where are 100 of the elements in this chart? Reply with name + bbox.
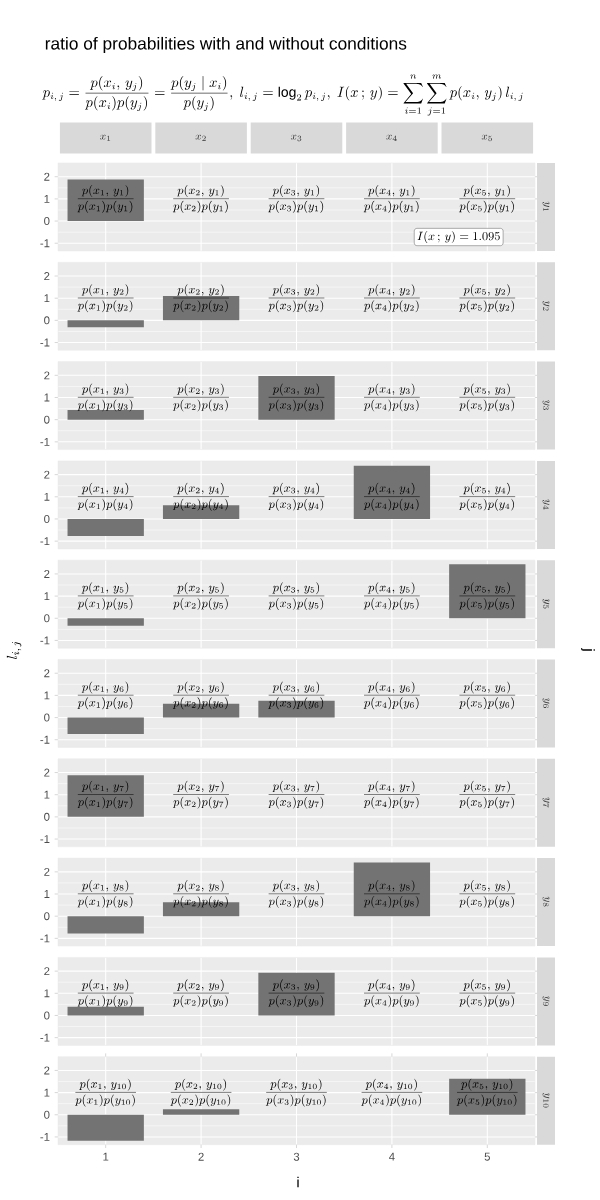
y-tick-label: 1 xyxy=(44,1088,50,1097)
annotation: $\frac{p(x_{3},\, y_{5})}{p(x_{3})p(y_{5})}$ xyxy=(268,582,325,611)
x-tick-label: 1 xyxy=(103,1152,109,1161)
annotation: $\frac{p(x_{2},\, y_{6})}{p(x_{2})p(y_{6})}$ xyxy=(172,681,229,710)
y-tick-label: -1 xyxy=(40,735,50,744)
annotation: $\frac{p(x_{1},\, y_{3})}{p(x_{1})p(y_{3})}$ xyxy=(77,383,134,412)
annotation: $\frac{p(x_{4},\, y_{10})}{p(x_{4})p(y_{10})}$ xyxy=(361,1078,423,1107)
y2-axis-title: $y_{5}$ xyxy=(542,598,550,609)
y-tick-label: -1 xyxy=(40,835,50,843)
y-tick-label: 2 xyxy=(44,470,50,479)
y-tick-label: 0 xyxy=(44,912,50,921)
y-tick-label: 2 xyxy=(44,1066,50,1075)
y-tick-label: 2 xyxy=(44,669,50,678)
y-tick-label: 1 xyxy=(44,691,50,700)
y-tick-label: 0 xyxy=(44,316,50,325)
annotation: $\frac{p(x_{1},\, y_{5})}{p(x_{1})p(y_{5})}$ xyxy=(77,582,134,611)
y-tick-label: 0 xyxy=(44,1110,50,1119)
y-tick-label: 2 xyxy=(44,867,50,876)
annotation: $\frac{p(x_{1},\, y_{8})}{p(x_{1})p(y_{8})}$ xyxy=(77,880,134,908)
y-tick-label: -1 xyxy=(40,537,50,546)
annotation: $\frac{p(x_{5},\, y_{3})}{p(x_{5})p(y_{3})}$ xyxy=(459,383,516,412)
annotation: $\frac{p(x_{1},\, y_{10})}{p(x_{1})p(y_{10})}$ xyxy=(75,1078,137,1107)
y-tick-label: 1 xyxy=(44,195,50,203)
annotation: $\frac{p(x_{5},\, y_{10})}{p(x_{5})p(y_{10})}$ xyxy=(456,1078,518,1107)
text: $x_{4}$ xyxy=(386,134,397,141)
y-tick-label: -1 xyxy=(40,636,50,645)
y-tick-label: 2 xyxy=(44,371,50,380)
y2-axis-title: $y_{6}$ xyxy=(542,698,550,708)
annotation: $\frac{p(x_{4},\, y_{8})}{p(x_{4})p(y_{8})}$ xyxy=(363,880,420,908)
y-tick-label: 2 xyxy=(44,172,50,181)
annotation: $\frac{p(x_{1},\, y_{2})}{p(x_{1})p(y_{2})}$ xyxy=(77,284,134,313)
y-tick-label: 2 xyxy=(44,272,50,280)
annotation: $\frac{p(x_{1},\, y_{9})}{p(x_{1})p(y_{9})}$ xyxy=(77,979,134,1008)
y2-axis-title: $y_{4}$ xyxy=(542,499,550,510)
text: $x_{5}$ xyxy=(481,134,493,142)
y-tick-label: 2 xyxy=(44,768,50,777)
y-tick-label: 0 xyxy=(44,713,50,722)
y-tick-label: 1 xyxy=(44,492,50,501)
annotation: $\frac{p(x_{5},\, y_{8})}{p(x_{5})p(y_{8})}$ xyxy=(459,880,516,908)
annotation: $\frac{p(x_{4},\, y_{9})}{p(x_{4})p(y_{9})}$ xyxy=(363,979,420,1008)
annotation: $\frac{p(x_{1},\, y_{4})}{p(x_{1})p(y_{4})}$ xyxy=(77,482,134,511)
annotation: $\frac{p(x_{3},\, y_{1})}{p(x_{3})p(y_{1})}$ xyxy=(268,184,325,213)
y-tick-label: -1 xyxy=(40,934,50,943)
bar xyxy=(162,1109,240,1115)
annotation: $\frac{p(x_{5},\, y_{4})}{p(x_{5})p(y_{4})}$ xyxy=(459,482,516,511)
x-tick-label: 4 xyxy=(389,1152,395,1161)
y-tick-label: -1 xyxy=(40,239,50,248)
text: $x_{3}$ xyxy=(290,134,302,142)
y-tick-label: 0 xyxy=(44,217,50,226)
annotation: $\frac{p(x_{5},\, y_{1})}{p(x_{5})p(y_{1})}$ xyxy=(459,184,516,213)
text: j xyxy=(581,648,595,651)
annotation: $\frac{p(x_{4},\, y_{3})}{p(x_{4})p(y_{3})}$ xyxy=(363,383,420,412)
annotation: $\frac{p(x_{2},\, y_{7})}{p(x_{2})p(y_{7})}$ xyxy=(172,780,229,809)
bar xyxy=(353,862,431,917)
bar xyxy=(67,916,144,934)
annotation: $\frac{p(x_{3},\, y_{9})}{p(x_{3})p(y_{9})}$ xyxy=(268,979,325,1008)
x-tick-label: 2 xyxy=(198,1152,204,1161)
annotation: $\frac{p(x_{5},\, y_{6})}{p(x_{5})p(y_{6})}$ xyxy=(459,681,516,710)
annotation: $\frac{p(x_{3},\, y_{7})}{p(x_{3})p(y_{7})}$ xyxy=(268,780,325,809)
y2-axis-title: $y_{2}$ xyxy=(542,301,550,311)
annotation: $\frac{p(x_{5},\, y_{5})}{p(x_{5})p(y_{5})}$ xyxy=(459,582,516,611)
y-tick-label: -1 xyxy=(40,437,50,446)
annotation: $\frac{p(x_{3},\, y_{6})}{p(x_{3})p(y_{6})}$ xyxy=(268,681,325,710)
text: $p_{i,\,j} = \frac{p(x_{i},\, y_{j})}{p(x_{i})p(y_{j})} = \frac{p(y_{j}\mid x_{i})}{p(y_{j})},\ l_{i,\,j} = \log_{2} p_{i,\,j},\ I(x\,;\,y) = \sum_{i=1}^{n}\sum_{j=1}^{m} p(x_{i},\, y_{j})\, l_{i,\,j}$ xyxy=(42,74,523,116)
annotation: $\frac{p(x_{5},\, y_{2})}{p(x_{5})p(y_{2})}$ xyxy=(459,284,516,313)
annotation: $\frac{p(x_{4},\, y_{7})}{p(x_{4})p(y_{7})}$ xyxy=(363,780,420,809)
bar xyxy=(353,465,431,519)
y-tick-label: 1 xyxy=(44,790,50,799)
y-tick-label: 0 xyxy=(44,1011,50,1020)
annotation: $\frac{p(x_{2},\, y_{1})}{p(x_{2})p(y_{1})}$ xyxy=(172,184,229,213)
y2-axis-title: $y_{8}$ xyxy=(542,896,550,907)
annotation: $\frac{p(x_{1},\, y_{7})}{p(x_{1})p(y_{7})}$ xyxy=(77,780,134,809)
y-tick-label: 1 xyxy=(44,393,50,402)
annotation: $\frac{p(x_{3},\, y_{4})}{p(x_{3})p(y_{4})}$ xyxy=(268,482,325,511)
bar xyxy=(449,1078,526,1115)
y-tick-label: 2 xyxy=(44,569,50,578)
y2-axis-title: $y_{10}$ xyxy=(542,1092,550,1108)
y2-axis-title: $y_{1}$ xyxy=(542,201,550,212)
bar xyxy=(67,518,144,537)
y-tick-label: 1 xyxy=(44,890,50,898)
annotation: $\frac{p(x_{2},\, y_{9})}{p(x_{2})p(y_{9})}$ xyxy=(172,979,229,1008)
y-tick-label: 0 xyxy=(44,415,50,424)
annotation: $\frac{p(x_{4},\, y_{1})}{p(x_{4})p(y_{1})}$ xyxy=(363,184,420,213)
annotation: $\frac{p(x_{3},\, y_{3})}{p(x_{3})p(y_{3})}$ xyxy=(268,383,325,412)
text: $x_{1}$ xyxy=(100,134,111,141)
x-tick-label: 3 xyxy=(293,1152,300,1161)
annotation: $\frac{p(x_{4},\, y_{4})}{p(x_{4})p(y_{4})}$ xyxy=(363,482,420,511)
annotation: $I(x\,;\,y) = 1.095$ xyxy=(417,231,500,244)
y-tick-label: 0 xyxy=(44,514,50,523)
y-tick-label: 2 xyxy=(44,967,50,976)
text: $x_{2}$ xyxy=(195,134,206,141)
y2-axis-title: $y_{7}$ xyxy=(542,797,550,808)
annotation: $\frac{p(x_{1},\, y_{6})}{p(x_{1})p(y_{6})}$ xyxy=(77,681,134,710)
annotation: $\frac{p(x_{4},\, y_{6})}{p(x_{4})p(y_{6})}$ xyxy=(363,681,420,710)
y-tick-label: 0 xyxy=(44,614,50,623)
annotation: $\frac{p(x_{5},\, y_{7})}{p(x_{5})p(y_{7})}$ xyxy=(459,780,516,809)
text: $l_{i,\,j}$ xyxy=(6,641,22,659)
y-tick-label: 1 xyxy=(44,989,50,998)
annotation: $\frac{p(x_{4},\, y_{2})}{p(x_{4})p(y_{2})}$ xyxy=(363,284,420,313)
annotation: $\frac{p(x_{3},\, y_{2})}{p(x_{3})p(y_{2})}$ xyxy=(268,284,325,313)
